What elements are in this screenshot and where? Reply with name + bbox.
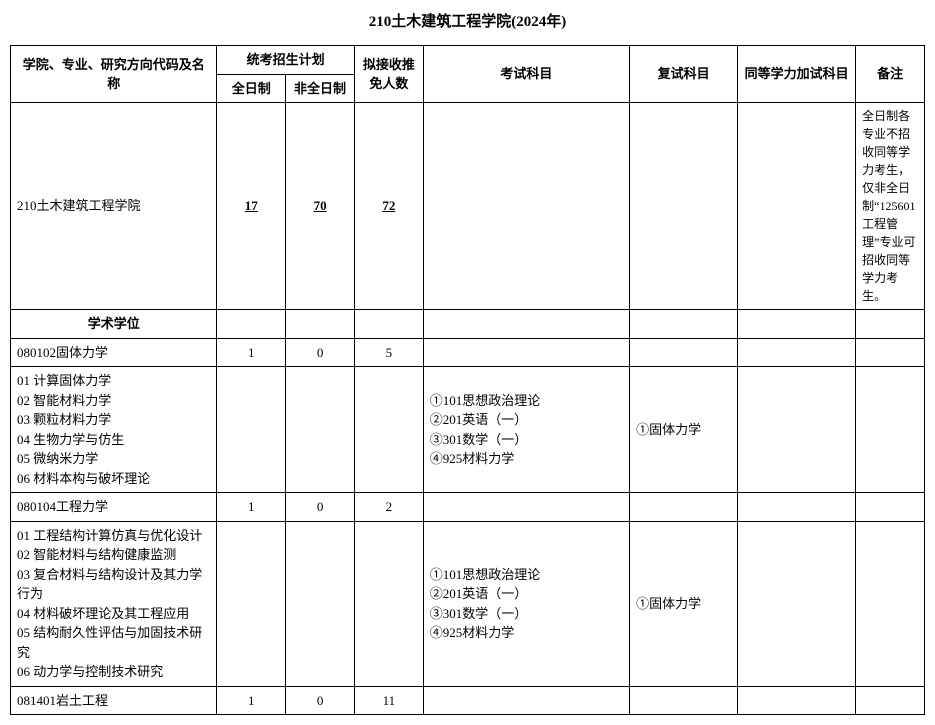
major-name: 080102固体力学: [11, 338, 217, 367]
dirs-row-080102: 01 计算固体力学02 智能材料力学03 颗粒材料力学04 生物力学与仿生05 …: [11, 367, 925, 493]
major-full: 1: [217, 686, 286, 715]
major-name: 081401岩土工程: [11, 686, 217, 715]
degree-heading-row: 学术学位: [11, 310, 925, 339]
major-rec: 2: [354, 493, 423, 522]
retest-subject: ①固体力学: [630, 521, 738, 686]
school-rec: 72: [354, 103, 423, 310]
th-extra: 同等学力加试科目: [738, 46, 856, 103]
major-rec: 5: [354, 338, 423, 367]
major-name: 080104工程力学: [11, 493, 217, 522]
school-row: 210土木建筑工程学院 17 70 72 全日制各专业不招收同等学力考生，仅非全…: [11, 103, 925, 310]
th-retest: 复试科目: [630, 46, 738, 103]
school-exam: [423, 103, 629, 310]
exam-subjects: ①101思想政治理论②201英语（一）③301数学（一）④925材料力学: [423, 367, 629, 493]
major-part: 0: [286, 493, 355, 522]
major-part: 0: [286, 686, 355, 715]
major-row-081401: 081401岩土工程 1 0 11: [11, 686, 925, 715]
th-name: 学院、专业、研究方向代码及名称: [11, 46, 217, 103]
exam-subjects: ①101思想政治理论②201英语（一）③301数学（一）④925材料力学: [423, 521, 629, 686]
major-row-080102: 080102固体力学 1 0 5: [11, 338, 925, 367]
major-full: 1: [217, 338, 286, 367]
th-rec: 拟接收推免人数: [354, 46, 423, 103]
dirs-row-080104: 01 工程结构计算仿真与优化设计02 智能材料与结构健康监测03 复合材料与结构…: [11, 521, 925, 686]
retest-subject: ①固体力学: [630, 367, 738, 493]
school-name: 210土木建筑工程学院: [11, 103, 217, 310]
school-part: 70: [286, 103, 355, 310]
school-retest: [630, 103, 738, 310]
school-extra: [738, 103, 856, 310]
major-row-080104: 080104工程力学 1 0 2: [11, 493, 925, 522]
th-plan: 统考招生计划: [217, 46, 355, 75]
dirs-list: 01 工程结构计算仿真与优化设计02 智能材料与结构健康监测03 复合材料与结构…: [11, 521, 217, 686]
major-part: 0: [286, 338, 355, 367]
th-note: 备注: [856, 46, 925, 103]
catalog-table: 学院、专业、研究方向代码及名称 统考招生计划 拟接收推免人数 考试科目 复试科目…: [10, 45, 925, 715]
header-row-1: 学院、专业、研究方向代码及名称 统考招生计划 拟接收推免人数 考试科目 复试科目…: [11, 46, 925, 75]
th-exam: 考试科目: [423, 46, 629, 103]
school-note: 全日制各专业不招收同等学力考生，仅非全日制“125601工程管理”专业可招收同等…: [856, 103, 925, 310]
page-title: 210土木建筑工程学院(2024年): [10, 10, 925, 31]
degree-heading: 学术学位: [11, 310, 217, 339]
th-full: 全日制: [217, 74, 286, 103]
th-part: 非全日制: [286, 74, 355, 103]
major-full: 1: [217, 493, 286, 522]
major-rec: 11: [354, 686, 423, 715]
school-full: 17: [217, 103, 286, 310]
dirs-list: 01 计算固体力学02 智能材料力学03 颗粒材料力学04 生物力学与仿生05 …: [11, 367, 217, 493]
